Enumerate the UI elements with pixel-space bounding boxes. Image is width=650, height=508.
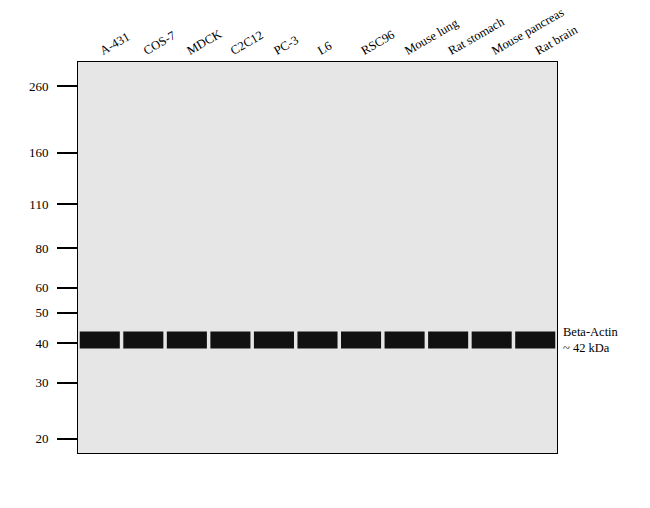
svg-text:C2C12: C2C12 (228, 28, 266, 58)
svg-text:60: 60 (35, 280, 48, 295)
svg-text:Mouse lung: Mouse lung (402, 16, 461, 58)
svg-text:Rat brain: Rat brain (533, 22, 581, 58)
svg-text:110: 110 (29, 197, 48, 212)
svg-text:RSC96: RSC96 (359, 28, 397, 58)
svg-text:40: 40 (35, 336, 48, 351)
svg-text:20: 20 (35, 431, 48, 446)
svg-text:COS-7: COS-7 (141, 28, 178, 57)
svg-text:80: 80 (35, 241, 48, 256)
svg-text:Beta-Actin~ 42 kDa: Beta-Actin~ 42 kDa (563, 325, 619, 355)
svg-text:30: 30 (35, 375, 48, 390)
svg-text:Mouse pancreas: Mouse pancreas (489, 5, 566, 58)
svg-text:A-431: A-431 (97, 30, 132, 58)
svg-text:50: 50 (35, 305, 48, 320)
svg-text:160: 160 (29, 145, 49, 160)
svg-text:PC-3: PC-3 (272, 33, 301, 58)
svg-text:MDCK: MDCK (184, 27, 223, 58)
svg-text:260: 260 (29, 79, 49, 94)
svg-text:Rat stomach: Rat stomach (446, 14, 507, 58)
svg-text:L6: L6 (315, 39, 334, 58)
